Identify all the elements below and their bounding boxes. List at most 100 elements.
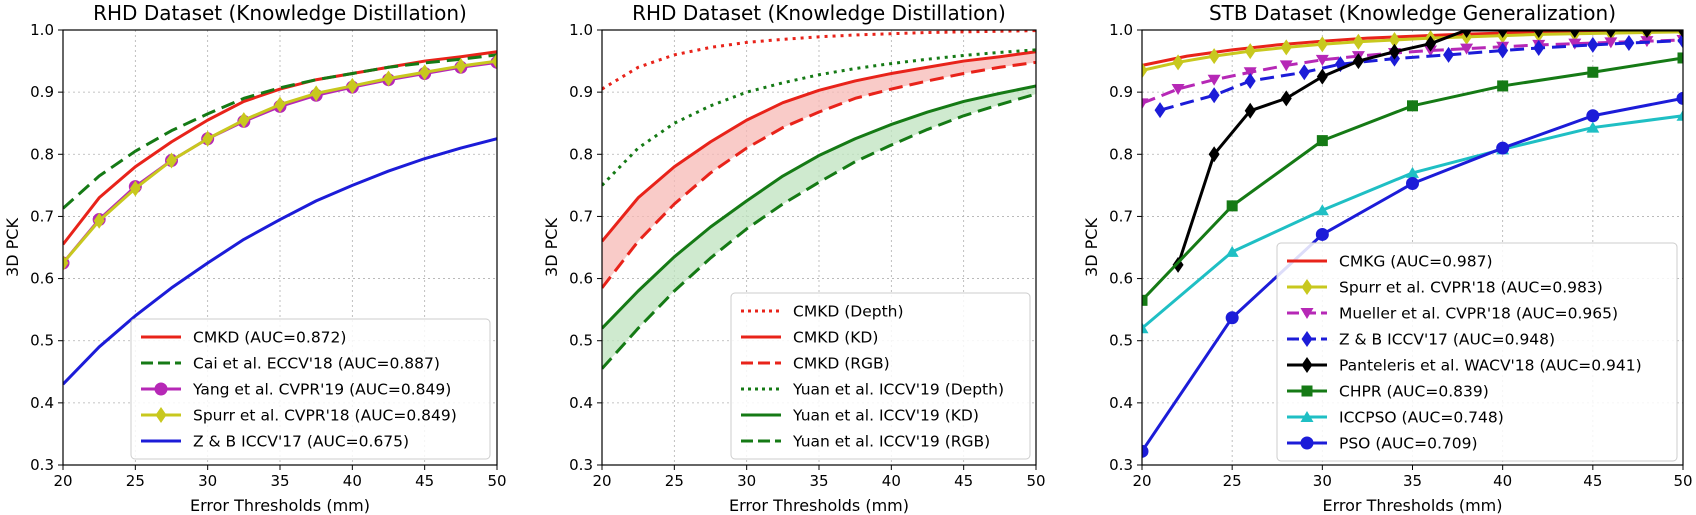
legend-label: Spurr et al. CVPR'18 (AUC=0.983) xyxy=(1339,279,1603,297)
series-line-5 xyxy=(63,137,497,386)
series-6-point xyxy=(1142,294,1148,306)
x-tick-label: 45 xyxy=(954,472,973,490)
series-line-1 xyxy=(602,30,1036,91)
series-5-point xyxy=(1280,90,1292,107)
series-4-point xyxy=(1154,102,1166,119)
x-tick-label: 40 xyxy=(1493,472,1512,490)
y-tick-label: 0.3 xyxy=(1109,456,1133,474)
series-8-point xyxy=(1586,109,1600,123)
series-7-point xyxy=(1406,166,1419,178)
series-4-point xyxy=(1587,36,1599,53)
axes-frame xyxy=(1141,29,1684,466)
y-tick-label: 1.0 xyxy=(569,21,593,39)
series-3-point xyxy=(1207,74,1221,86)
y-tick-label: 0.9 xyxy=(569,83,593,101)
axes-frame xyxy=(601,29,1037,466)
series-6-point xyxy=(1316,135,1328,147)
x-axis-label: Error Thresholds (mm) xyxy=(729,496,909,515)
series-6-point xyxy=(1497,80,1509,92)
series-4-point xyxy=(1298,64,1310,81)
series-4-point xyxy=(238,112,250,129)
y-tick-label: 0.3 xyxy=(569,456,593,474)
y-tick-label: 0.6 xyxy=(30,270,54,288)
y-tick-label: 0.6 xyxy=(1109,270,1133,288)
series-5-point xyxy=(1316,68,1328,85)
series-6-point xyxy=(1407,100,1418,112)
series-line-3 xyxy=(1142,38,1683,105)
y-tick-label: 0.9 xyxy=(30,83,54,101)
legend-label: Z & B ICCV'17 (AUC=0.675) xyxy=(193,433,409,451)
y-axis-label: 3D PCK xyxy=(542,218,561,277)
legend-label: ICCPSO (AUC=0.748) xyxy=(1339,409,1504,427)
x-tick-label: 50 xyxy=(1673,472,1692,490)
series-3-point xyxy=(1604,37,1618,49)
legend-box xyxy=(130,318,491,460)
series-4-point xyxy=(1533,40,1545,57)
series-4-point xyxy=(491,53,497,70)
legend-label: Yuan et al. ICCV'19 (KD) xyxy=(792,407,979,425)
series-2-point xyxy=(1142,62,1148,79)
series-4-point xyxy=(1497,42,1509,59)
series-8-point xyxy=(1496,141,1510,155)
y-tick-label: 0.8 xyxy=(569,145,593,163)
legend-label: Yuan et al. ICCV'19 (Depth) xyxy=(792,381,1004,399)
series-4-point xyxy=(63,255,69,272)
x-tick-label: 30 xyxy=(737,472,756,490)
series-2-point xyxy=(1172,54,1184,71)
x-tick-label: 50 xyxy=(487,472,506,490)
legend-label: Z & B ICCV'17 (AUC=0.948) xyxy=(1339,331,1555,349)
y-tick-label: 0.7 xyxy=(569,207,593,225)
x-tick-label: 35 xyxy=(1403,472,1422,490)
series-8-point xyxy=(1225,311,1239,325)
series-7-point xyxy=(1225,245,1239,257)
legend-label: Yang et al. CVPR'19 (AUC=0.849) xyxy=(192,381,451,399)
legend-marker xyxy=(1301,357,1313,373)
y-tick-label: 0.6 xyxy=(569,270,593,288)
legend-marker xyxy=(1300,411,1314,422)
series-3-point xyxy=(1243,67,1257,79)
series-line-4 xyxy=(1159,39,1683,112)
series-4-point xyxy=(455,58,467,75)
axes-frame xyxy=(62,29,498,466)
series-line-5 xyxy=(602,84,1036,330)
plot-area xyxy=(1142,30,1683,458)
series-8-point xyxy=(1315,227,1329,241)
x-tick-label: 30 xyxy=(198,472,217,490)
y-tick-label: 0.4 xyxy=(569,394,593,412)
x-tick-label: 20 xyxy=(53,472,72,490)
chart-title: STB Dataset (Knowledge Generalization) xyxy=(1209,1,1616,25)
series-line-5 xyxy=(1176,30,1683,266)
series-2-point xyxy=(1244,43,1256,60)
legend-label: CMKD (RGB) xyxy=(793,355,890,373)
x-tick-label: 25 xyxy=(665,472,684,490)
series-6-point xyxy=(1587,66,1599,78)
chart-title: RHD Dataset (Knowledge Distillation) xyxy=(93,1,467,25)
series-8-point xyxy=(1142,444,1149,458)
series-5-point xyxy=(1497,30,1509,38)
chart-left: RHD Dataset (Knowledge Distillation) 0.3 0… xyxy=(3,1,507,515)
x-tick-label: 35 xyxy=(270,472,289,490)
x-axis-label: Error Thresholds (mm) xyxy=(1322,496,1502,515)
y-axis-label: 3D PCK xyxy=(1082,218,1101,277)
series-3-point xyxy=(1568,38,1582,50)
series-3-point xyxy=(1171,84,1185,96)
x-axis-label: Error Thresholds (mm) xyxy=(190,496,370,515)
series-4-point xyxy=(1443,46,1455,63)
y-tick-label: 0.7 xyxy=(1109,207,1133,225)
y-tick-label: 0.7 xyxy=(30,207,54,225)
series-5-point xyxy=(1352,53,1364,70)
series-5-point xyxy=(1461,30,1473,38)
legend: CMKD (Depth) CMKD (KD) CMKD (RGB) Yuan et a… xyxy=(730,292,1031,460)
x-tick-label: 20 xyxy=(1132,472,1151,490)
series-3-point xyxy=(1315,54,1329,66)
series-4-point xyxy=(1623,35,1635,52)
series-4-point xyxy=(346,77,358,94)
y-tick-label: 0.8 xyxy=(1109,145,1133,163)
legend-label: CMKD (AUC=0.872) xyxy=(193,329,346,347)
y-tick-label: 1.0 xyxy=(1109,21,1133,39)
x-tick-label: 20 xyxy=(592,472,611,490)
x-tick-label: 40 xyxy=(343,472,362,490)
y-tick-label: 0.5 xyxy=(569,332,593,350)
legend-marker xyxy=(1301,331,1313,347)
series-4-point xyxy=(202,130,214,147)
